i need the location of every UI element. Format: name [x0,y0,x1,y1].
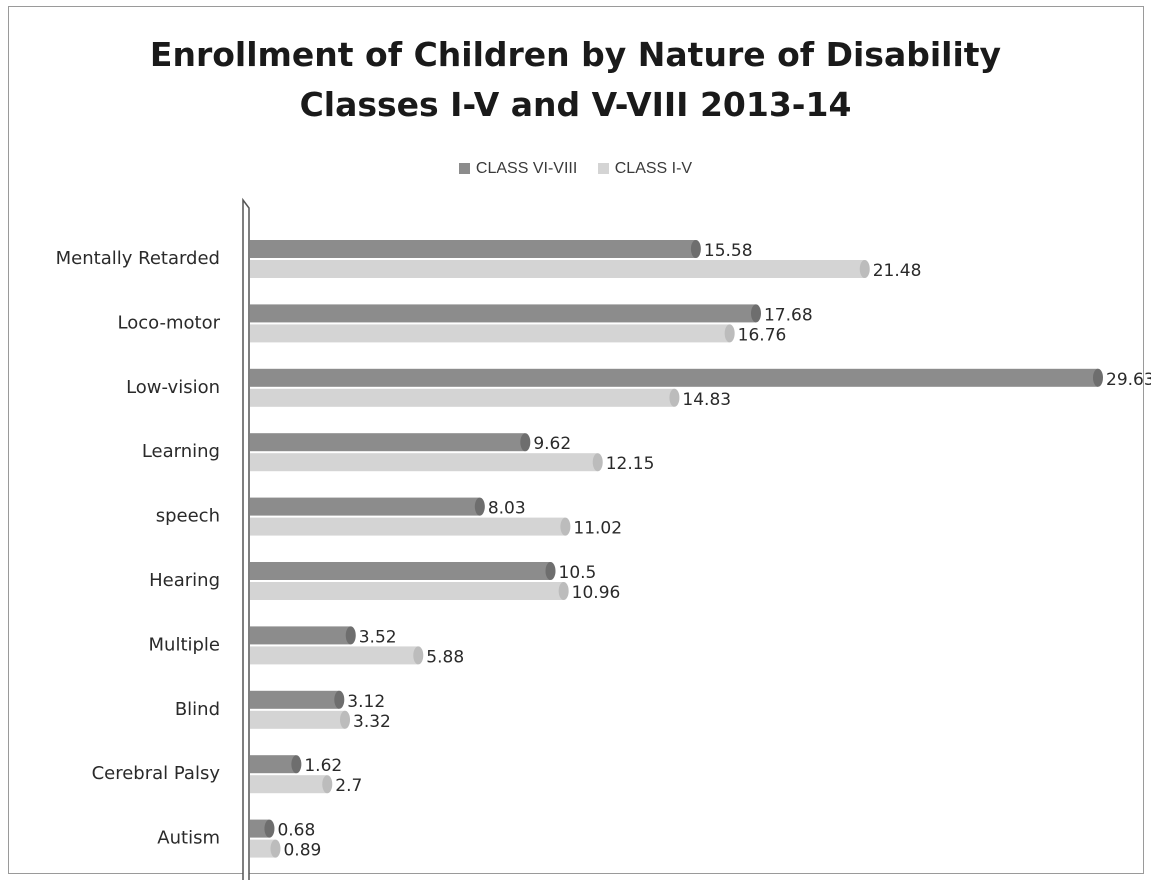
category-label-blind: Blind [175,699,220,720]
bar-class-vi-viii-blind [250,690,340,709]
bar-cap-class-vi-viii-cerebral-palsy [291,755,302,774]
bar-class-i-v-cerebral-palsy [250,775,328,794]
bar-cap-class-i-v-learning [592,453,603,472]
legend-item-class-i-v: CLASS I-V [597,160,693,178]
value-label-class-vi-viii-speech: 8.03 [488,499,526,519]
value-label-class-vi-viii-learning: 9.62 [533,434,571,454]
bar-cap-class-i-v-loco-motor [724,324,735,343]
chart-title-line-2: Classes I-V and V-VIII 2013-14 [299,85,852,124]
chart-title-line-1: Enrollment of Children by Nature of Disa… [149,35,1002,74]
bar-cap-class-vi-viii-speech [474,497,485,516]
bar-class-i-v-low-vision [250,388,675,407]
value-label-class-i-v-loco-motor: 16.76 [738,325,787,345]
bar-class-i-v-hearing [250,582,564,600]
category-label-loco-motor: Loco-motor [118,312,221,333]
bar-class-vi-viii-autism [250,819,270,838]
category-label-mentally-retarded: Mentally Retarded [56,248,220,269]
value-label-class-vi-viii-hearing: 10.5 [559,563,597,583]
bar-class-vi-viii-multiple [250,626,351,645]
value-label-class-i-v-low-vision: 14.83 [682,390,731,410]
value-label-class-i-v-mentally-retarded: 21.48 [873,261,922,281]
bar-class-i-v-learning [250,453,598,472]
bar-class-i-v-autism [250,839,276,858]
bar-cap-class-i-v-low-vision [669,388,680,407]
value-label-class-vi-viii-loco-motor: 17.68 [764,305,813,325]
bar-cap-class-i-v-hearing [558,582,569,600]
legend-swatch-class-i-v [597,163,609,174]
bar-cap-class-vi-viii-learning [520,433,531,452]
category-label-autism: Autism [157,828,220,849]
legend-item-class-vi-viii: CLASS VI-VIII [458,160,578,178]
bar-class-i-v-blind [250,710,346,729]
bar-cap-class-i-v-cerebral-palsy [322,775,333,794]
bar-class-vi-viii-low-vision [250,368,1098,387]
legend-swatch-class-vi-viii [458,163,470,174]
category-label-speech: speech [156,506,220,527]
bar-cap-class-i-v-speech [560,517,571,536]
bar-class-i-v-multiple [250,646,419,665]
bar-cap-class-i-v-multiple [413,646,424,665]
bar-cap-class-i-v-mentally-retarded [859,260,870,278]
bar-cap-class-vi-viii-mentally-retarded [690,240,701,258]
bar-class-vi-viii-mentally-retarded [250,240,696,258]
value-label-class-vi-viii-mentally-retarded: 15.58 [704,241,753,261]
category-label-multiple: Multiple [149,634,221,655]
chart-legend: CLASS VI-VIII CLASS I-V [0,160,1151,178]
chart-frame [8,6,1144,874]
value-label-class-i-v-cerebral-palsy: 2.7 [335,776,362,796]
bar-cap-class-vi-viii-low-vision [1093,368,1103,387]
y-axis-wall [242,197,250,880]
category-label-cerebral-palsy: Cerebral Palsy [92,763,221,784]
category-label-learning: Learning [142,441,220,462]
bar-cap-class-vi-viii-hearing [545,562,556,580]
value-label-class-vi-viii-cerebral-palsy: 1.62 [304,756,342,776]
value-label-class-i-v-autism: 0.89 [283,841,321,861]
bar-class-vi-viii-hearing [250,562,551,580]
bar-cap-class-vi-viii-loco-motor [750,304,761,323]
bar-cap-class-vi-viii-multiple [345,626,356,645]
bar-class-i-v-loco-motor [250,324,730,343]
value-label-class-vi-viii-autism: 0.68 [277,821,315,841]
value-label-class-i-v-speech: 11.02 [573,519,622,539]
value-label-class-vi-viii-blind: 3.12 [347,692,385,712]
value-label-class-i-v-blind: 3.32 [353,712,391,732]
legend-label-class-i-v: CLASS I-V [614,160,693,177]
value-label-class-vi-viii-multiple: 3.52 [359,627,397,647]
value-label-class-i-v-learning: 12.15 [606,454,655,474]
legend-label-class-vi-viii: CLASS VI-VIII [475,160,578,177]
bar-class-vi-viii-learning [250,433,526,452]
bar-cap-class-vi-viii-blind [334,690,345,709]
value-label-class-i-v-hearing: 10.96 [572,583,621,603]
bar-cap-class-i-v-blind [340,710,351,729]
bar-class-i-v-mentally-retarded [250,260,865,278]
bar-class-i-v-speech [250,517,566,536]
category-label-low-vision: Low-vision [126,377,220,398]
chart-title: Enrollment of Children by Nature of Disa… [0,30,1151,130]
bar-cap-class-i-v-autism [270,839,281,858]
category-label-hearing: Hearing [149,570,220,591]
bar-cap-class-vi-viii-autism [264,819,275,838]
bar-class-vi-viii-speech [250,497,480,516]
value-label-class-i-v-multiple: 5.88 [426,647,464,667]
value-label-class-vi-viii-low-vision: 29.63 [1106,370,1151,390]
bar-class-vi-viii-loco-motor [250,304,756,323]
bar-class-vi-viii-cerebral-palsy [250,755,297,774]
